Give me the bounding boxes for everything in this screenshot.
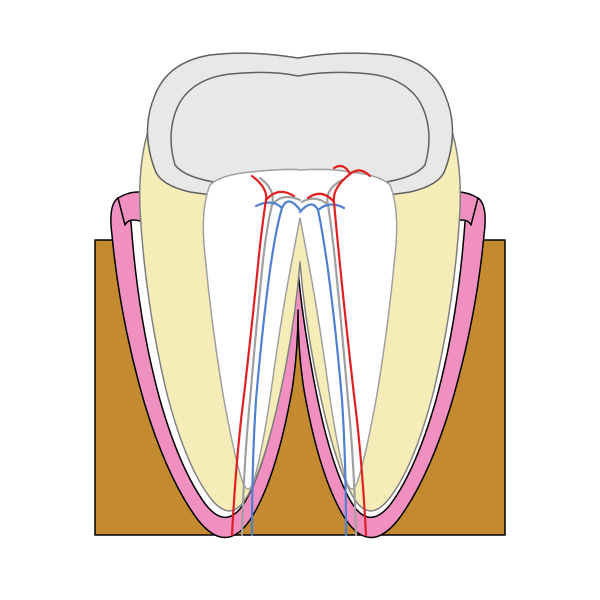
tooth-cross-section-diagram <box>0 0 600 600</box>
